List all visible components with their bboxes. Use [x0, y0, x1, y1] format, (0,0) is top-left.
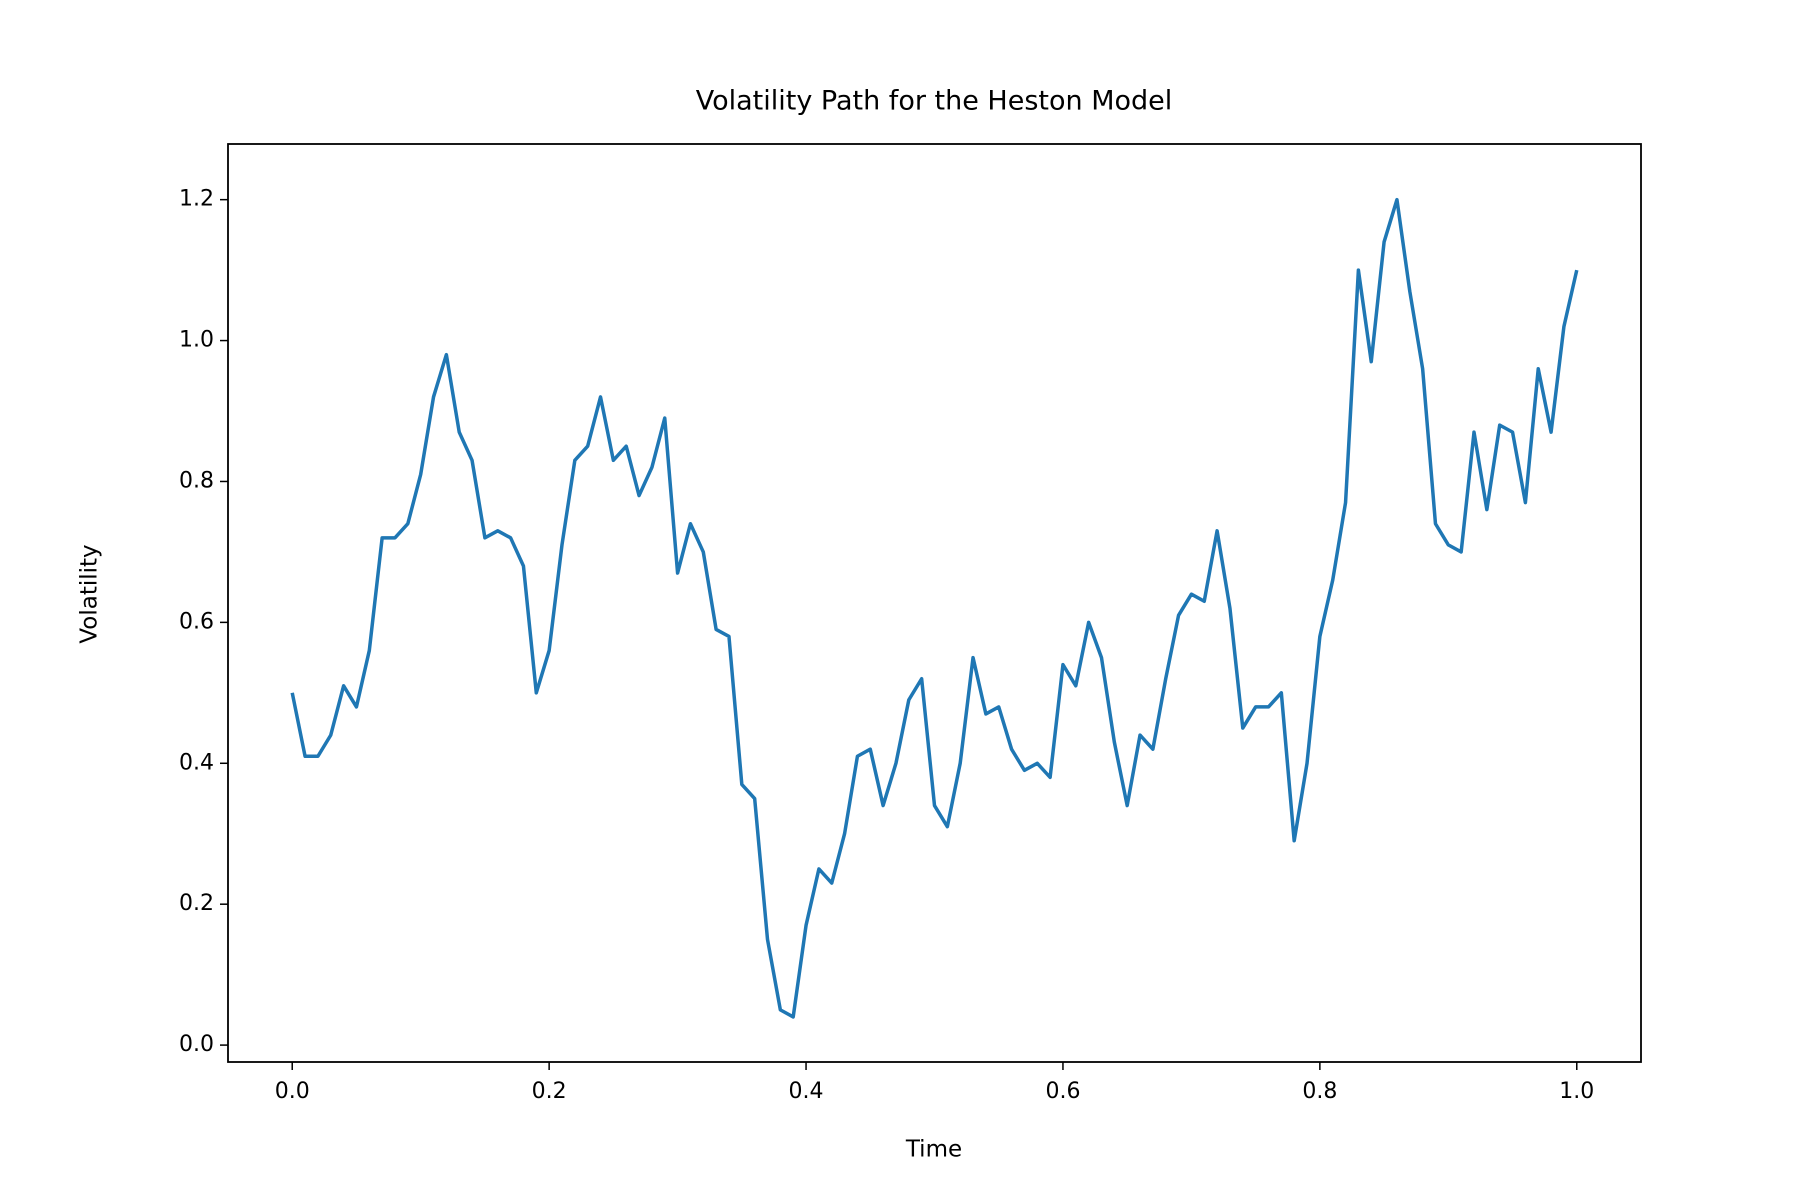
y-tick-label: 0.2 [179, 891, 214, 916]
x-tick-label: 0.8 [1302, 1079, 1337, 1104]
y-tick-label: 0.6 [179, 609, 214, 634]
y-tick-label: 0.0 [179, 1032, 214, 1057]
x-tick-label: 0.6 [1045, 1079, 1080, 1104]
x-tick-label: 1.0 [1559, 1079, 1594, 1104]
y-tick-label: 1.2 [179, 187, 214, 212]
y-tick-label: 0.4 [179, 750, 214, 775]
x-tick-label: 0.0 [275, 1079, 310, 1104]
line-series [290, 197, 1579, 1019]
chart-title: Volatility Path for the Heston Model [696, 86, 1173, 117]
y-tick-label: 1.0 [179, 328, 214, 353]
plot-frame [227, 143, 1642, 1063]
y-axis-label: Volatility [77, 544, 103, 643]
x-tick-label: 0.2 [532, 1079, 567, 1104]
y-tick-label: 0.8 [179, 468, 214, 493]
x-axis-label: Time [905, 1137, 962, 1163]
x-tick-label: 0.4 [789, 1079, 824, 1104]
